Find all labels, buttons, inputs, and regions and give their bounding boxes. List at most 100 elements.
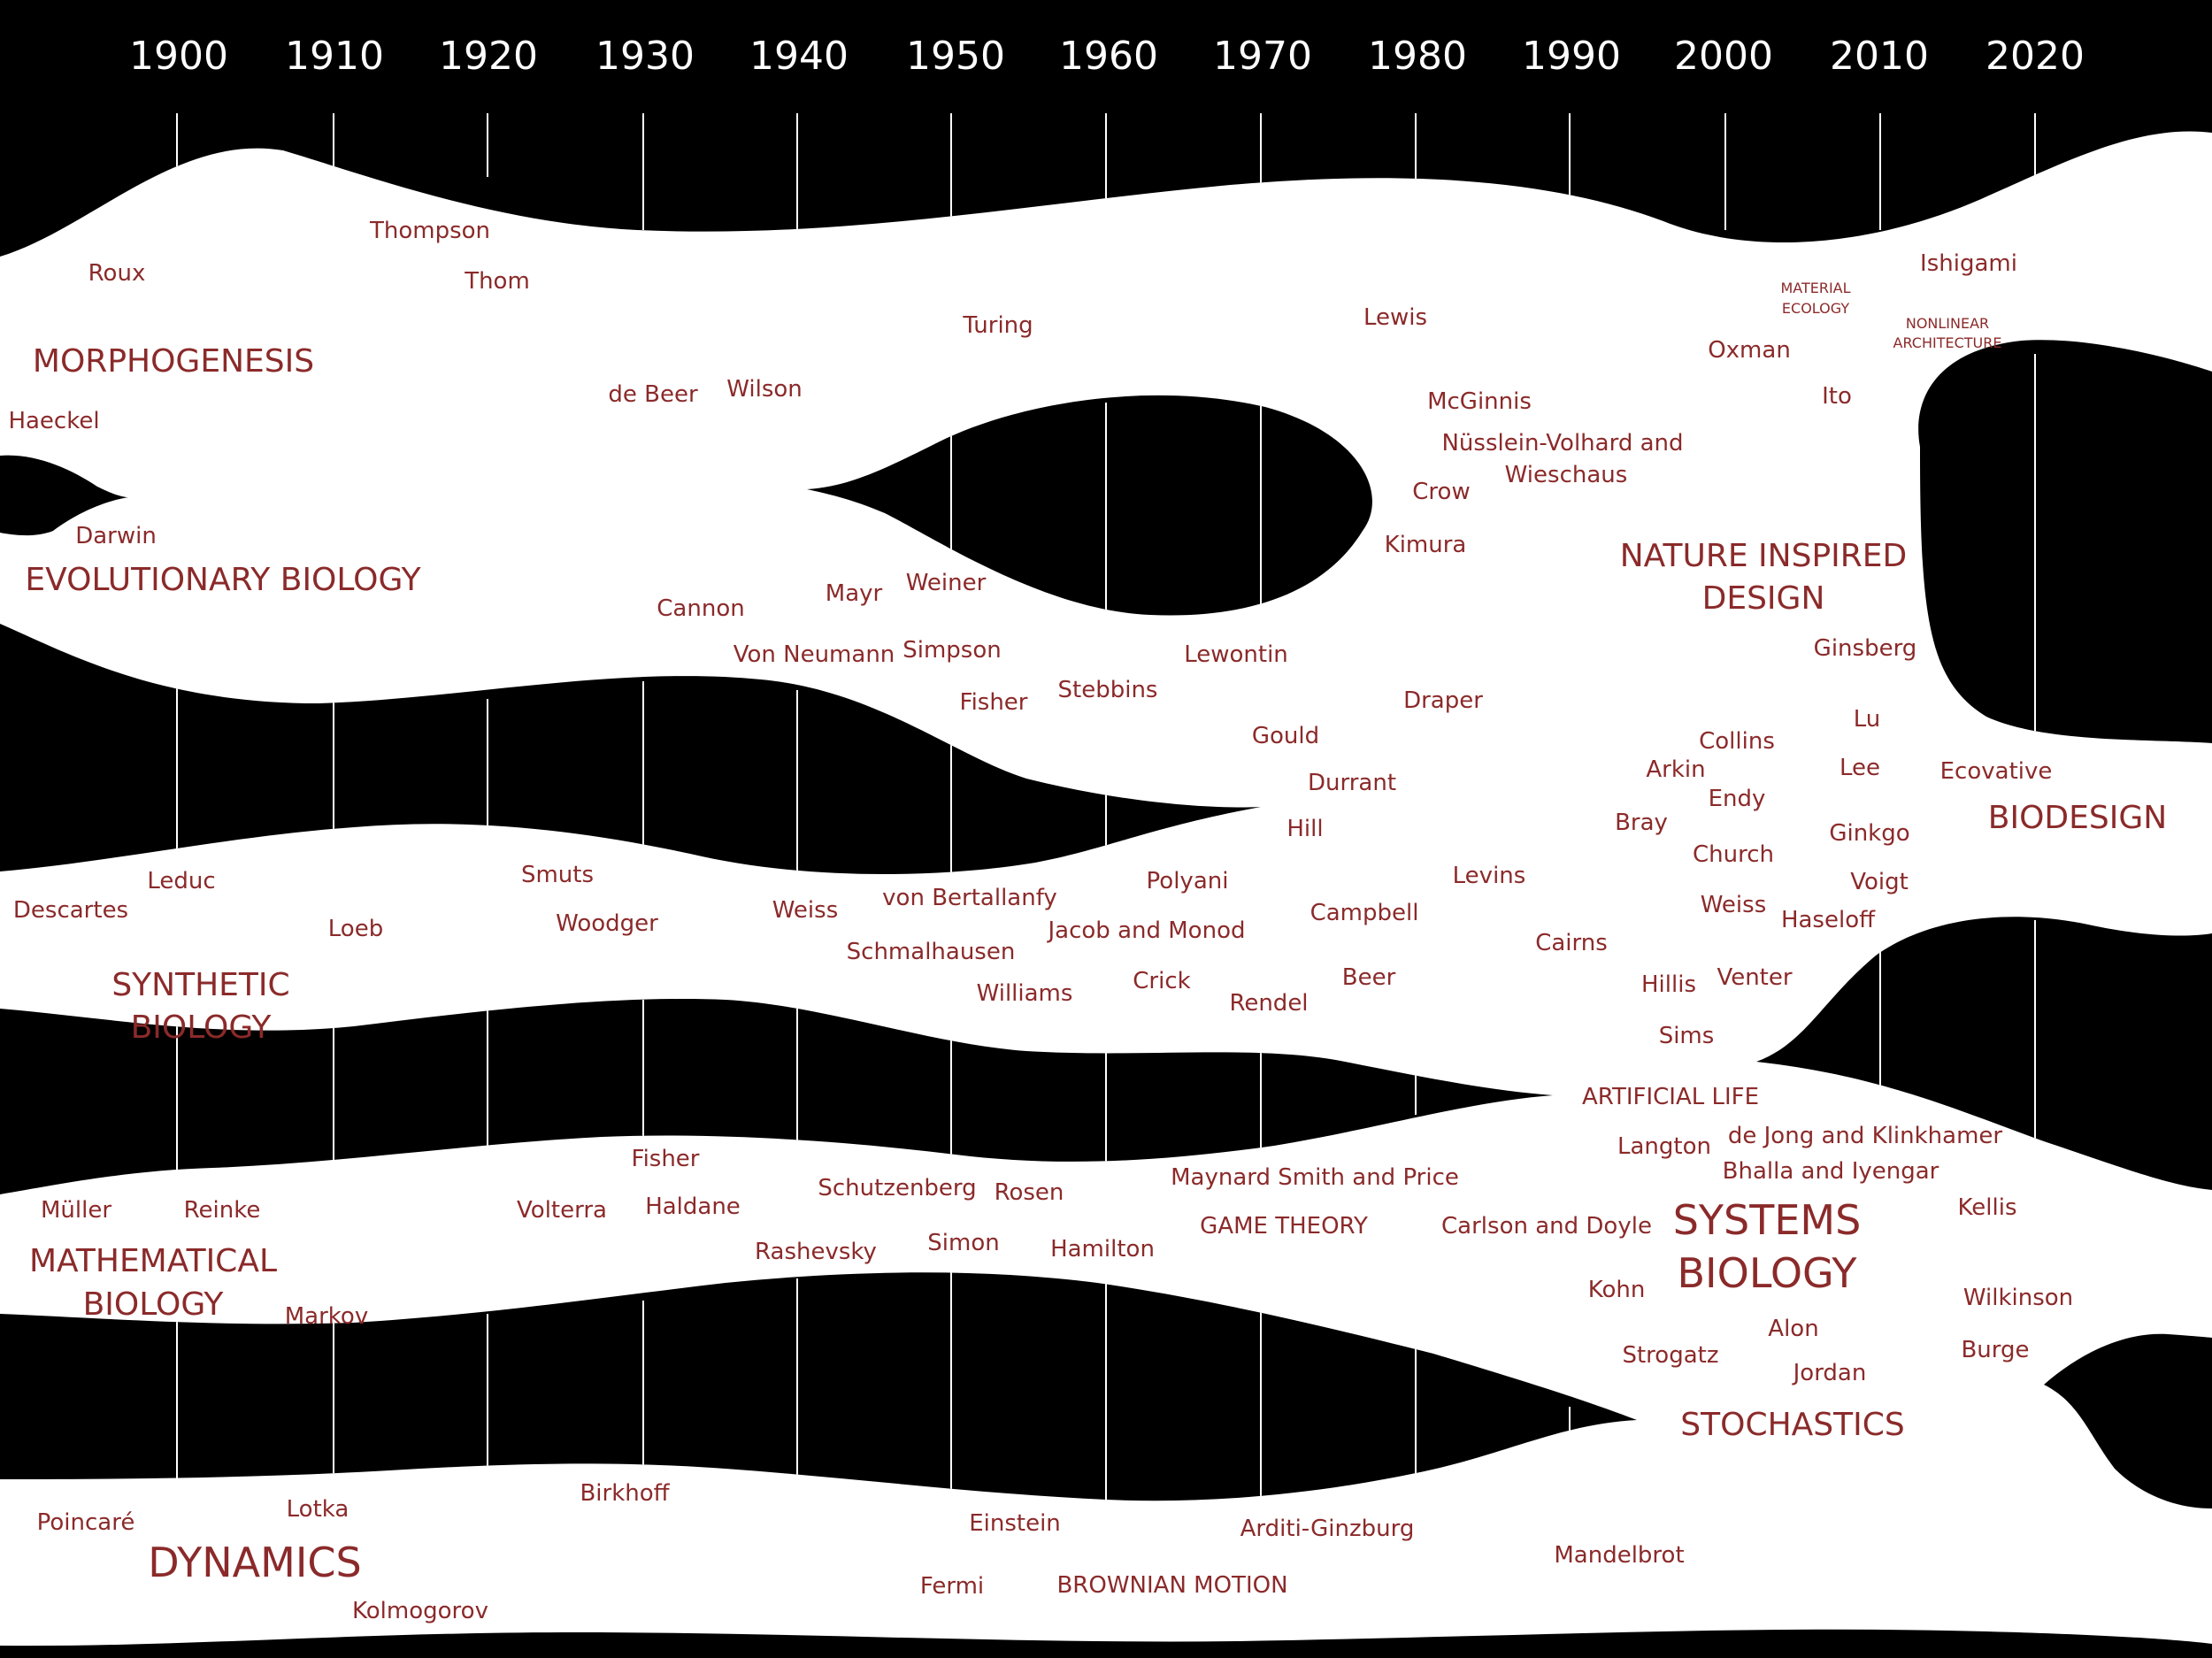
field-mathematical-biology-line1: MATHEMATICAL <box>29 1243 277 1279</box>
scientist-name: Woodger <box>556 910 658 937</box>
year-label: 1950 <box>906 34 1005 79</box>
scientist-name: Polyani <box>1147 868 1229 894</box>
scientist-name: Simon <box>927 1230 999 1256</box>
field-biodesign: BIODESIGN <box>1988 800 2167 836</box>
year-labels: 1900 1910 1920 1930 1940 1950 1960 1970 … <box>129 34 2085 79</box>
field-systems-biology-line2: BIOLOGY <box>1678 1249 1858 1297</box>
morphogenesis-tail-shape <box>0 455 128 536</box>
scientist-name: Mayr <box>826 580 883 607</box>
field-nature-inspired-design-line2: DESIGN <box>1702 580 1825 617</box>
field-evolutionary-biology: EVOLUTIONARY BIOLOGY <box>25 562 421 598</box>
scientist-name: Fermi <box>920 1573 984 1600</box>
scientist-name: Haldane <box>645 1194 741 1220</box>
scientist-name: Müller <box>41 1197 111 1224</box>
scientist-name: Campbell <box>1310 900 1419 926</box>
scientist-name: Jacob and Monod <box>1047 917 1246 944</box>
scientist-name: Hill <box>1286 816 1323 842</box>
scientist-name: Weiner <box>906 570 987 596</box>
scientist-name: Haseloff <box>1781 907 1876 933</box>
year-label: 2010 <box>1830 34 1929 79</box>
scientist-name: Beer <box>1342 964 1396 991</box>
scientist-name: Crow <box>1412 479 1470 505</box>
scientist-name: Lee <box>1839 755 1880 781</box>
scientist-name: Volterra <box>517 1197 607 1224</box>
scientist-name: Markov <box>285 1303 368 1330</box>
scientist-name: Turing <box>962 312 1033 339</box>
scientist-name: Bray <box>1615 810 1668 836</box>
scientist-name: Crick <box>1133 968 1190 994</box>
scientist-name: Voigt <box>1850 869 1909 895</box>
synthetic-biology-band <box>0 999 1553 1194</box>
scientist-name: McGinnis <box>1427 388 1532 415</box>
scientist-name: Draper <box>1403 687 1483 714</box>
scientist-name: Einstein <box>969 1510 1061 1537</box>
mathematical-biology-band <box>0 1272 1637 1501</box>
scientist-name: Arkin <box>1646 756 1705 783</box>
field-material-ecology-line2: ECOLOGY <box>1782 300 1849 317</box>
scientist-name: Durrant <box>1308 770 1396 796</box>
scientist-name: Simpson <box>902 637 1002 664</box>
scientist-name: Lu <box>1854 706 1881 733</box>
evolutionary-biology-blob <box>807 395 1372 616</box>
scientist-name: Kellis <box>1958 1194 2017 1221</box>
scientist-name: Kolmogorov <box>352 1598 488 1624</box>
year-label: 1990 <box>1522 34 1621 79</box>
scientist-name: Rosen <box>995 1179 1064 1206</box>
scientist-name: Venter <box>1717 964 1792 991</box>
scientist-name: de Beer <box>608 381 698 408</box>
scientist-name: Leduc <box>147 868 215 894</box>
scientist-name: Poincaré <box>37 1509 135 1536</box>
scientist-name: Kohn <box>1588 1277 1646 1303</box>
field-nature-inspired-design-line1: NATURE INSPIRED <box>1620 538 1908 574</box>
scientist-name: Jordan <box>1792 1360 1867 1386</box>
scientist-name: Levins <box>1453 863 1526 889</box>
year-label: 1940 <box>749 34 849 79</box>
scientist-name: Von Neumann <box>733 641 895 668</box>
scientist-name: Lewontin <box>1184 641 1288 668</box>
field-dynamics: DYNAMICS <box>148 1539 361 1586</box>
scientist-name: Cannon <box>657 595 744 622</box>
scientist-name: Haeckel <box>8 408 99 434</box>
year-label: 1920 <box>439 34 538 79</box>
field-systems-biology-line1: SYSTEMS <box>1673 1196 1862 1244</box>
scientist-name: Langton <box>1617 1133 1711 1160</box>
systems-biology-blob <box>1756 917 2212 1190</box>
scientist-name: Fisher <box>632 1146 700 1172</box>
scientist-name: Oxman <box>1708 337 1791 364</box>
scientist-name: Thompson <box>369 218 490 244</box>
field-game-theory: GAME THEORY <box>1200 1213 1368 1240</box>
year-label: 1910 <box>285 34 384 79</box>
field-artificial-life: ARTIFICIAL LIFE <box>1582 1084 1759 1110</box>
field-material-ecology-line1: MATERIAL <box>1780 280 1850 296</box>
scientist-name: Cairns <box>1535 930 1608 956</box>
math-ticks <box>176 1272 1571 1501</box>
evolutionary-biology-band <box>0 624 1261 875</box>
scientist-name: Weiss <box>1701 892 1767 918</box>
scientist-name: Weiss <box>772 897 839 924</box>
scientist-name: Wieschaus <box>1505 462 1628 488</box>
scientist-name: Strogatz <box>1622 1342 1718 1369</box>
scientist-name: Schmalhausen <box>847 939 1016 965</box>
scientist-name: Darwin <box>75 523 157 549</box>
scientist-name: Hillis <box>1641 971 1696 998</box>
scientist-name: Collins <box>1699 728 1775 755</box>
scientist-name: de Jong and Klinkhamer <box>1728 1123 2003 1149</box>
scientist-name: Wilkinson <box>1963 1285 2073 1311</box>
scientist-name: Bhalla and Iyengar <box>1723 1158 1939 1185</box>
biodesign-blob <box>1918 340 2212 743</box>
field-brownian-motion: BROWNIAN MOTION <box>1056 1572 1287 1599</box>
scientist-name: Reinke <box>184 1197 261 1224</box>
scientist-name: Endy <box>1709 786 1766 812</box>
field-nonlinear-architecture-line2: ARCHITECTURE <box>1893 334 2002 351</box>
bottom-band <box>0 1629 2212 1658</box>
field-labels: MORPHOGENESIS EVOLUTIONARY BIOLOGY SYNTH… <box>25 280 2167 1599</box>
year-label: 1970 <box>1213 34 1312 79</box>
scientist-name: Schutzenberg <box>818 1175 976 1201</box>
year-label: 1900 <box>129 34 228 79</box>
scientist-name: Arditi-Ginzburg <box>1240 1516 1415 1542</box>
scientist-name: Lotka <box>287 1496 349 1523</box>
scientist-name: Kimura <box>1385 532 1467 558</box>
field-stochastics: STOCHASTICS <box>1680 1407 1904 1443</box>
year-label: 2000 <box>1674 34 1773 79</box>
